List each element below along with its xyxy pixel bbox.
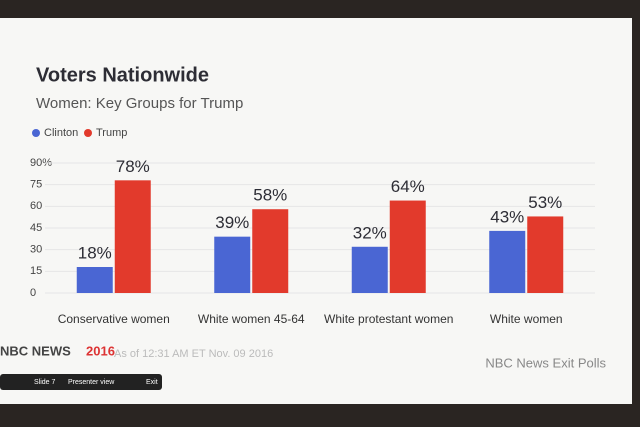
x-tick-label: White protestant women [324,312,453,326]
y-tick-label: 75 [30,179,42,191]
value-label: 64% [391,177,425,196]
x-tick-label: White women 45-64 [198,312,305,326]
legend-label: Clinton [44,127,78,139]
value-label: 53% [528,193,562,212]
bar [214,236,251,293]
y-tick-label: 45 [30,222,42,234]
y-tick-label: 15 [30,265,42,277]
value-label: 39% [215,213,249,232]
footer-source: NBC News Exit Polls [485,355,606,370]
y-tick-label: 90% [30,157,52,169]
value-label: 43% [490,207,524,226]
x-tick-label: Conservative women [58,312,170,326]
bar [389,200,426,293]
x-tick-label: White women [490,312,563,326]
chart-subtitle: Women: Key Groups for Trump [36,95,243,112]
y-tick-label: 60 [30,200,42,212]
footer-year: 2016 [86,343,115,358]
toolbar-slide[interactable]: Slide 7 [34,379,56,386]
legend-swatch [84,129,92,137]
y-tick-label: 0 [30,287,36,299]
legend-swatch [32,129,40,137]
toolbar-presenter[interactable]: Presenter view [68,379,115,386]
toolbar [0,374,162,390]
value-label: 18% [78,243,112,262]
legend-label: Trump [96,127,127,139]
footer-brand: NBC NEWS [0,343,71,358]
chart-title: Voters Nationwide [36,64,209,86]
value-label: 78% [116,157,150,176]
y-tick-label: 30 [30,244,42,256]
value-label: 58% [253,186,287,205]
value-label: 32% [353,223,387,242]
footer-timestamp: As of 12:31 AM ET Nov. 09 2016 [114,348,273,360]
bar [76,267,113,293]
slide [0,18,632,404]
toolbar-exit[interactable]: Exit [146,379,158,386]
bar [527,216,564,293]
bar [252,209,289,293]
bar [351,246,388,293]
bar [489,230,526,293]
bar [114,180,151,293]
